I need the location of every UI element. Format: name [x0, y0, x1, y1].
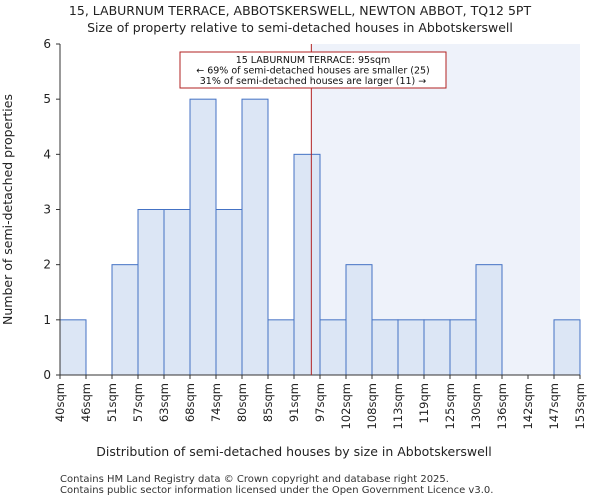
x-tick-label-57sqm: 57sqm: [131, 383, 145, 422]
x-tick-label-97sqm: 97sqm: [313, 383, 327, 422]
chart-title: 15, LABURNUM TERRACE, ABBOTSKERSWELL, NE…: [68, 3, 532, 18]
y-tick-label-6: 6: [43, 37, 51, 51]
y-tick-label-5: 5: [43, 92, 51, 106]
x-tick-label-46sqm: 46sqm: [79, 383, 93, 422]
bar-40sqm: [59, 319, 87, 376]
bar-51sqm: [111, 264, 139, 376]
x-tick-label-102sqm: 102sqm: [339, 383, 353, 429]
x-tick-label-136sqm: 136sqm: [495, 383, 509, 429]
bar-91sqm: [293, 153, 321, 376]
x-tick-label-74sqm: 74sqm: [209, 383, 223, 422]
y-tick-label-3: 3: [43, 203, 51, 217]
bar-57sqm: [137, 209, 165, 376]
chart-subtitle: Size of property relative to semi-detach…: [87, 20, 513, 35]
y-axis-label: Number of semi-detached properties: [0, 94, 15, 325]
annotation-line-2: ← 69% of semi-detached houses are smalle…: [196, 66, 430, 77]
bar-85sqm: [267, 319, 295, 376]
bar-147sqm: [553, 319, 581, 376]
x-tick-label-119qm: 119qm: [417, 383, 431, 423]
annotation-box: [179, 51, 447, 89]
bar-102sqm: [345, 264, 373, 376]
y-tick-label-2: 2: [43, 258, 51, 272]
bar-80sqm: [241, 98, 269, 376]
x-tick-label-63sqm: 63sqm: [157, 383, 171, 422]
bar-113sqm: [397, 319, 425, 376]
x-tick-label-142sqm: 142sqm: [521, 383, 535, 429]
x-tick-label-85sqm: 85sqm: [261, 383, 275, 422]
x-tick-label-153sqm: 153sqm: [573, 383, 587, 429]
x-tick-label-40sqm: 40sqm: [53, 383, 67, 422]
footer-line-1: Contains HM Land Registry data © Crown c…: [60, 474, 449, 485]
footer-line-2: Contains public sector information licen…: [60, 485, 494, 496]
x-tick-label-51sqm: 51sqm: [105, 383, 119, 422]
x-tick-label-113sqm: 113sqm: [391, 383, 405, 429]
x-tick-label-91sqm: 91sqm: [287, 383, 301, 422]
bar-130sqm: [475, 264, 503, 376]
annotation-line-1: 15 LABURNUM TERRACE: 95sqm: [236, 55, 391, 66]
x-axis-label: Distribution of semi-detached houses by …: [96, 444, 491, 459]
x-tick-label-130sqm: 130sqm: [469, 383, 483, 429]
bar-108sqm: [371, 319, 399, 376]
bar-119qm: [423, 319, 451, 376]
bar-97sqm: [319, 319, 347, 376]
bar-68sqm: [189, 98, 217, 376]
plot-area: 0 1 2 3 4 5 6 40sqm 46sqm 51sqm 57sqm 63sqm 68sqm 74s…: [0, 37, 587, 459]
x-tick-label-125sqm: 125sqm: [443, 383, 457, 429]
x-tick-label-108sqm: 108sqm: [365, 383, 379, 429]
y-tick-label-4: 4: [43, 147, 51, 161]
annotation-line-3: 31% of semi-detached houses are larger (…: [200, 76, 427, 87]
x-tick-label-80sqm: 80sqm: [235, 383, 249, 422]
bar-125sqm: [449, 319, 477, 376]
y-tick-label-1: 1: [43, 313, 51, 327]
x-tick-label-147sqm: 147sqm: [547, 383, 561, 429]
bar-63sqm: [163, 209, 191, 376]
x-tick-label-68sqm: 68sqm: [183, 383, 197, 422]
y-tick-label-0: 0: [43, 368, 51, 382]
bar-74sqm: [215, 209, 243, 376]
